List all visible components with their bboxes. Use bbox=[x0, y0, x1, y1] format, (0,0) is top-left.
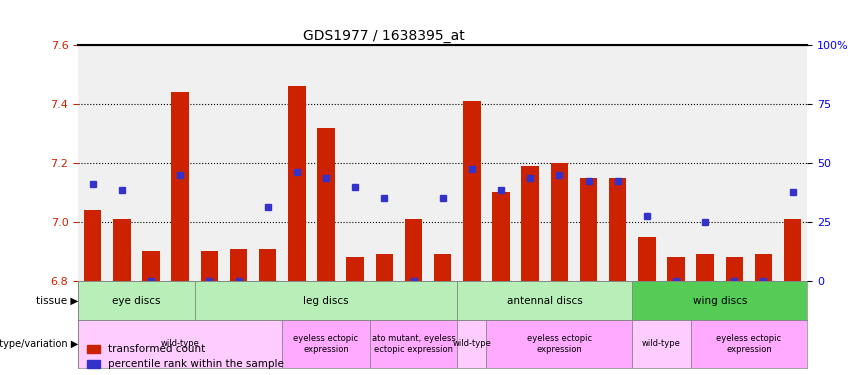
Bar bbox=[522, 166, 539, 281]
Text: leg discs: leg discs bbox=[303, 296, 349, 306]
Bar bbox=[457, 281, 632, 320]
Bar bbox=[230, 249, 247, 281]
Text: tissue ▶: tissue ▶ bbox=[36, 296, 78, 306]
Bar bbox=[194, 281, 457, 320]
Bar bbox=[638, 237, 655, 281]
Bar bbox=[464, 101, 481, 281]
Bar bbox=[691, 320, 807, 368]
Text: antennal discs: antennal discs bbox=[507, 296, 582, 306]
Bar bbox=[259, 249, 276, 281]
Bar bbox=[667, 257, 685, 281]
Bar bbox=[632, 281, 807, 320]
Text: eyeless ectopic
expression: eyeless ectopic expression bbox=[716, 334, 781, 354]
Text: wild-type: wild-type bbox=[452, 339, 491, 348]
Bar bbox=[726, 257, 743, 281]
Bar bbox=[632, 320, 691, 368]
Legend: transformed count, percentile rank within the sample: transformed count, percentile rank withi… bbox=[83, 340, 288, 374]
Bar bbox=[609, 178, 627, 281]
Bar bbox=[172, 92, 189, 281]
Bar bbox=[755, 254, 773, 281]
Bar bbox=[550, 163, 568, 281]
Bar bbox=[318, 128, 335, 281]
Text: wild-type: wild-type bbox=[161, 339, 200, 348]
Text: wild-type: wild-type bbox=[642, 339, 681, 348]
Bar bbox=[457, 320, 486, 368]
Text: eyeless ectopic
expression: eyeless ectopic expression bbox=[293, 334, 358, 354]
Text: wing discs: wing discs bbox=[693, 296, 747, 306]
Bar bbox=[78, 320, 282, 368]
Text: eyeless ectopic
expression: eyeless ectopic expression bbox=[527, 334, 592, 354]
Title: GDS1977 / 1638395_at: GDS1977 / 1638395_at bbox=[304, 28, 465, 43]
Text: eye discs: eye discs bbox=[112, 296, 161, 306]
Bar bbox=[142, 252, 160, 281]
Bar bbox=[113, 219, 130, 281]
Bar bbox=[784, 219, 801, 281]
Bar bbox=[434, 254, 451, 281]
Bar bbox=[282, 320, 370, 368]
Bar bbox=[376, 254, 393, 281]
Bar bbox=[84, 210, 102, 281]
Bar bbox=[404, 219, 422, 281]
Bar bbox=[288, 86, 306, 281]
Bar bbox=[580, 178, 597, 281]
Text: ato mutant, eyeless
ectopic expression: ato mutant, eyeless ectopic expression bbox=[372, 334, 456, 354]
Bar bbox=[78, 281, 194, 320]
Bar bbox=[486, 320, 632, 368]
Bar bbox=[201, 252, 218, 281]
Bar bbox=[370, 320, 457, 368]
Bar bbox=[696, 254, 713, 281]
Text: genotype/variation ▶: genotype/variation ▶ bbox=[0, 339, 78, 349]
Bar bbox=[492, 192, 510, 281]
Bar bbox=[346, 257, 364, 281]
